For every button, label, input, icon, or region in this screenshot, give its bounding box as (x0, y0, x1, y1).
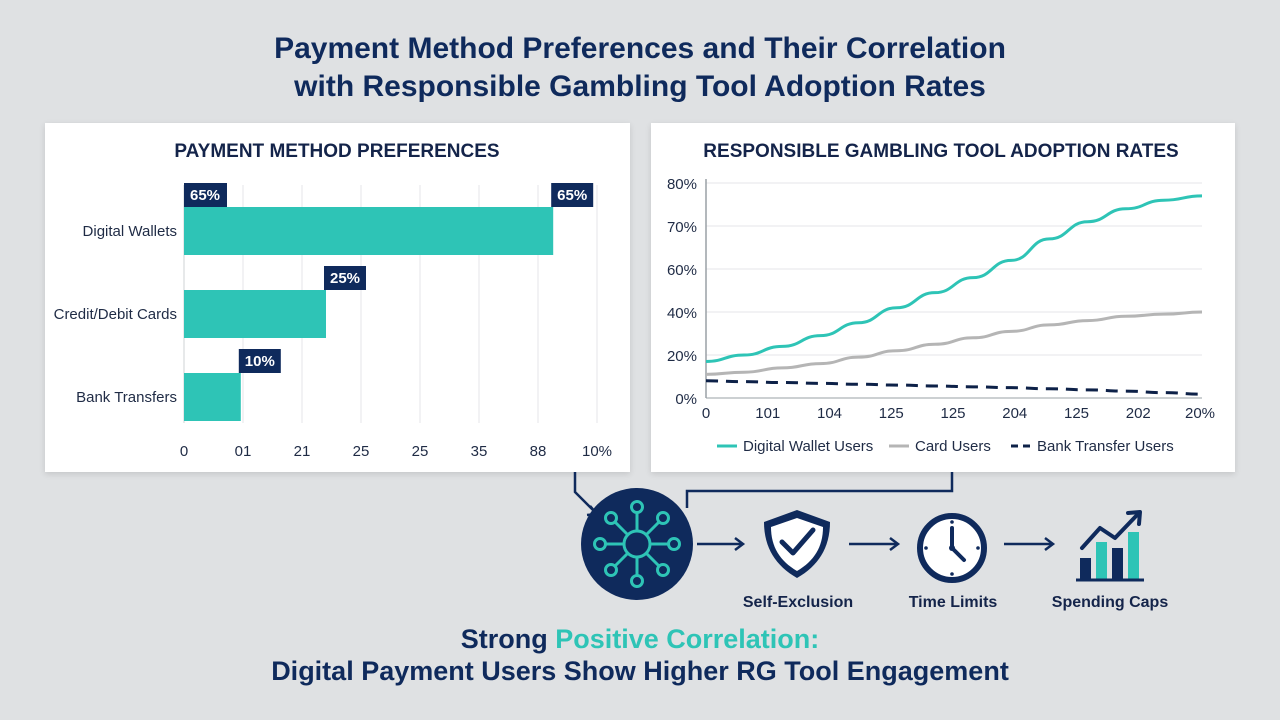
connector-left (573, 472, 597, 514)
step-label-time-limits: Time Limits (908, 594, 998, 611)
shield-check-icon (764, 510, 830, 578)
bar (184, 373, 241, 421)
flow-arrows (697, 537, 1056, 551)
bar (184, 207, 554, 255)
line-x-tick-label: 125 (879, 405, 904, 422)
bar-x-tick-label: 25 (412, 443, 429, 460)
legend-label: Digital Wallet Users (743, 438, 873, 455)
line-chart: RESPONSIBLE GAMBLING TOOL ADOPTION RATES… (667, 141, 1215, 455)
payment-preferences-panel: PAYMENT METHOD PREFERENCES Digital Walle… (45, 123, 630, 472)
title-line-1: Payment Method Preferences and Their Cor… (274, 32, 1006, 65)
bar-chart-up-icon (1076, 510, 1144, 582)
bar-x-tick-label: 88 (530, 443, 547, 460)
bar-data-label-badge (324, 266, 366, 290)
line-y-tick-label: 40% (667, 305, 697, 322)
line-x-tick-label: 125 (1064, 405, 1089, 422)
legend-label: Bank Transfer Users (1037, 438, 1174, 455)
bar-data-label-badge (551, 183, 594, 207)
clock-icon (917, 513, 987, 583)
bar-category-label: Credit/Debit Cards (54, 306, 177, 323)
bar-data-label-badge (238, 349, 281, 373)
series-line (705, 194, 1203, 363)
step-label-self-exclusion: Self-Exclusion (742, 594, 854, 611)
bar (184, 290, 326, 338)
bar-data-label: 10% (245, 353, 275, 370)
bar-x-tick-label: 0 (180, 443, 188, 460)
footer-line-2: Digital Payment Users Show Higher RG Too… (271, 656, 1009, 686)
series-line (705, 310, 1203, 376)
bar-extra-label-badge (184, 183, 227, 207)
bar-x-tick-label: 21 (294, 443, 311, 460)
bar-x-tick-label: 01 (235, 443, 252, 460)
bar-data-label: 65% (557, 187, 587, 204)
network-hub-icon (581, 488, 693, 600)
bar-category-label: Digital Wallets (83, 223, 177, 240)
line-x-tick-label: 0 (702, 405, 710, 422)
series-line (705, 379, 1203, 396)
footer-line-1: Strong Positive Correlation: (0, 624, 1280, 655)
bar-category-label: Bank Transfers (76, 389, 177, 406)
line-x-tick-label: 20% (1185, 405, 1215, 422)
line-x-tick-label: 204 (1002, 405, 1027, 422)
footer-prefix: Strong (460, 624, 556, 654)
line-x-tick-label: 104 (817, 405, 842, 422)
line-y-tick-label: 60% (667, 262, 697, 279)
title-line-2: with Responsible Gambling Tool Adoption … (294, 70, 986, 103)
bar-chart: PAYMENT METHOD PREFERENCES Digital Walle… (54, 141, 612, 460)
bar-x-tick-label: 25 (353, 443, 370, 460)
bar-x-tick-label: 35 (471, 443, 488, 460)
step-label-spending-caps: Spending Caps (1051, 594, 1169, 611)
line-y-tick-label: 20% (667, 348, 697, 365)
bar-chart-title: PAYMENT METHOD PREFERENCES (174, 141, 499, 162)
rg-adoption-panel: RESPONSIBLE GAMBLING TOOL ADOPTION RATES… (651, 123, 1235, 472)
bar-x-tick-label: 10% (582, 443, 612, 460)
bar-data-label: 25% (330, 270, 360, 287)
line-y-tick-label: 70% (667, 219, 697, 236)
page-title: Payment Method Preferences and Their Cor… (0, 30, 1280, 106)
line-x-tick-label: 202 (1126, 405, 1151, 422)
legend-label: Card Users (915, 438, 991, 455)
line-y-tick-label: 0% (675, 391, 697, 408)
line-chart-title: RESPONSIBLE GAMBLING TOOL ADOPTION RATES (703, 141, 1178, 162)
line-y-tick-label: 80% (667, 176, 697, 193)
footer-highlight: Positive Correlation: (555, 624, 820, 654)
line-x-tick-label: 101 (755, 405, 780, 422)
line-x-tick-label: 125 (940, 405, 965, 422)
connector-right (685, 472, 954, 508)
bar-extra-label: 65% (190, 187, 220, 204)
